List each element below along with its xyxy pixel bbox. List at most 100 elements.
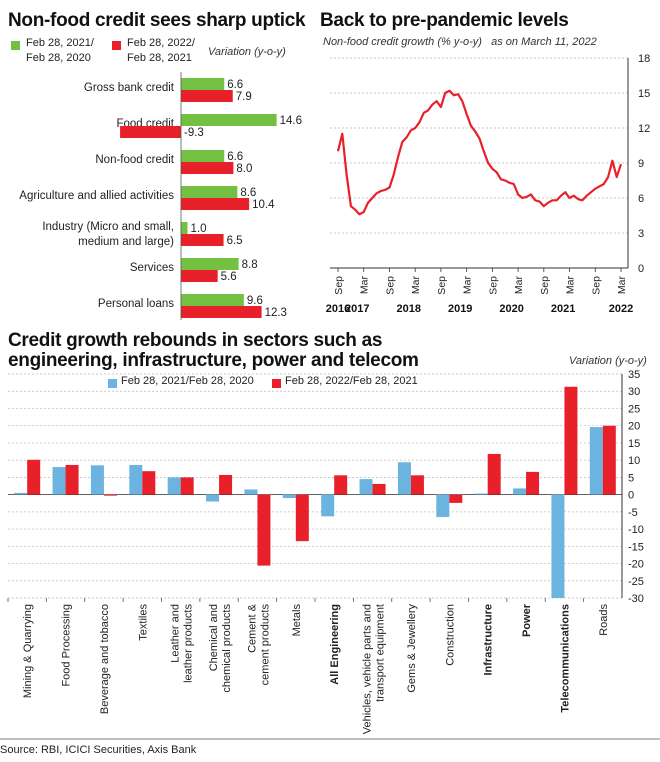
y-tick-label: 0 xyxy=(638,263,644,275)
category-label: Food Processing xyxy=(61,604,73,687)
chart3-title-line2: engineering, infrastructure, power and t… xyxy=(8,350,419,371)
legend-swatch-2021 xyxy=(11,41,20,50)
x-tick-label: Sep xyxy=(436,276,448,295)
bar-2021 xyxy=(181,150,225,162)
bar-red xyxy=(372,483,386,495)
year-label: 2016 xyxy=(326,303,350,315)
bar-blue xyxy=(244,489,258,495)
y-tick-label: 12 xyxy=(638,123,650,135)
x-tick-label: Sep xyxy=(333,276,345,295)
y-tick-label: 10 xyxy=(628,455,640,467)
chart2-subtitle: Non-food credit growth (% y-o-y) as on M… xyxy=(323,36,597,48)
bar-2021 xyxy=(181,78,225,90)
y-tick-label: 30 xyxy=(628,386,640,398)
data-label: 10.4 xyxy=(252,199,275,211)
year-label: 2018 xyxy=(397,303,421,315)
data-label: 6.6 xyxy=(227,151,243,163)
bar-2022 xyxy=(181,306,262,318)
data-label: 12.3 xyxy=(265,307,287,319)
y-tick-label: -30 xyxy=(628,593,644,605)
category-label: Telecommunications xyxy=(559,604,571,713)
y-tick-label: -5 xyxy=(628,507,638,519)
bar-red xyxy=(487,453,501,495)
x-tick-label: Sep xyxy=(487,276,499,295)
legend-label-2022-line2: Feb 28, 2021 xyxy=(127,52,192,64)
chart1-subtitle: Variation (y-o-y) xyxy=(208,46,286,58)
x-tick-label: Mar xyxy=(513,276,525,295)
y-tick-label: 0 xyxy=(628,490,634,502)
legend-swatch-2022 xyxy=(112,41,121,50)
x-tick-label: Mar xyxy=(410,276,422,295)
year-label: 2021 xyxy=(551,303,575,315)
bar-red xyxy=(65,464,79,495)
x-tick-label: Sep xyxy=(590,276,602,295)
category-label: Roads xyxy=(598,604,610,636)
category-label: Agriculture and allied activities xyxy=(19,190,174,202)
bar-blue xyxy=(321,494,335,517)
bar-blue xyxy=(474,493,488,495)
bar-red xyxy=(526,471,540,495)
bar-2021 xyxy=(181,258,239,270)
bar-blue xyxy=(551,494,565,598)
data-label: 5.6 xyxy=(221,271,237,283)
legend-label-2021-line1: Feb 28, 2021/ xyxy=(26,37,94,49)
x-tick-label: Mar xyxy=(565,276,577,295)
bar-2021 xyxy=(181,114,277,126)
category-label: Power xyxy=(521,603,533,637)
bar-2022 xyxy=(181,234,224,246)
y-tick-label: 15 xyxy=(628,438,640,450)
legend-label-2021-line2: Feb 28, 2020 xyxy=(26,52,91,64)
legend-label-red: Feb 28, 2022/Feb 28, 2021 xyxy=(285,375,418,387)
category-label: Chemical and xyxy=(208,604,220,671)
y-tick-label: 20 xyxy=(628,421,640,433)
year-label: 2019 xyxy=(448,303,472,315)
bar-red xyxy=(295,494,309,542)
y-tick-label: 5 xyxy=(628,472,634,484)
y-tick-label: 9 xyxy=(638,158,644,170)
x-tick-label: Mar xyxy=(462,276,474,295)
year-label: 2017 xyxy=(345,303,369,315)
bar-2022 xyxy=(181,198,250,210)
bar-2022 xyxy=(181,270,218,282)
x-tick-label: Mar xyxy=(616,276,628,295)
category-label: Textiles xyxy=(137,604,149,641)
bar-red xyxy=(27,459,41,495)
bar-2021 xyxy=(181,186,238,198)
category-label: transport equipment xyxy=(375,604,387,702)
bar-2022 xyxy=(181,90,233,102)
y-tick-label: -20 xyxy=(628,559,644,571)
category-label: Personal loans xyxy=(98,298,174,310)
data-label: 8.8 xyxy=(242,259,258,271)
data-label: -9.3 xyxy=(184,127,204,139)
legend-swatch-red xyxy=(272,379,281,388)
bar-2022 xyxy=(181,162,234,174)
category-label: Beverage and tobacco xyxy=(99,604,111,714)
category-label: Gross bank credit xyxy=(84,82,175,94)
category-label: Gems & Jewellery xyxy=(406,604,418,693)
bar-blue xyxy=(52,467,66,495)
credit-growth-line xyxy=(336,89,623,216)
bar-red xyxy=(142,471,156,495)
y-tick-label: 3 xyxy=(638,228,644,240)
category-label: cement products xyxy=(259,604,271,686)
bar-blue xyxy=(397,462,411,495)
bar-blue xyxy=(282,494,296,499)
category-label: leather products xyxy=(183,604,195,683)
bar-2021 xyxy=(181,222,188,234)
data-label: 7.9 xyxy=(236,91,252,103)
category-label: Non-food credit xyxy=(95,154,174,166)
data-label: 8.0 xyxy=(236,163,252,175)
y-tick-label: 25 xyxy=(628,403,640,415)
category-label: Metals xyxy=(291,604,303,637)
bar-red xyxy=(564,386,578,495)
year-label: 2022 xyxy=(609,303,633,315)
bar-red xyxy=(103,494,117,496)
x-tick-label: Sep xyxy=(384,276,396,295)
bar-blue xyxy=(14,492,28,495)
chart3-subtitle: Variation (y-o-y) xyxy=(569,355,647,367)
bar-2021 xyxy=(181,294,244,306)
bar-blue xyxy=(513,488,527,495)
bar-blue xyxy=(167,477,181,495)
bar-blue xyxy=(90,465,104,495)
x-tick-label: Mar xyxy=(359,276,371,295)
